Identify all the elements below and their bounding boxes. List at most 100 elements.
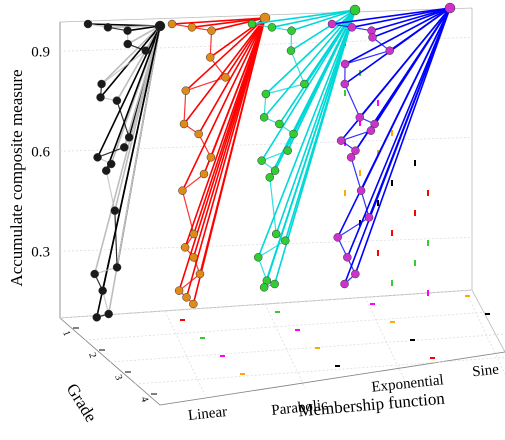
- z-tick-label: 1: [60, 329, 72, 337]
- data-point: [290, 130, 298, 138]
- data-point: [260, 113, 268, 121]
- data-point: [104, 23, 112, 31]
- z-axis-label: Grade: [63, 380, 101, 425]
- grid-line-floor: [265, 304, 305, 388]
- data-point: [356, 113, 364, 121]
- data-point: [196, 270, 204, 278]
- data-point: [337, 137, 345, 145]
- data-point: [120, 143, 128, 151]
- data-point: [155, 21, 165, 31]
- z-tick-label: 3: [112, 373, 124, 381]
- series-parabolic: [168, 13, 270, 308]
- data-point: [124, 27, 132, 35]
- series-line: [186, 77, 226, 90]
- data-point: [178, 187, 186, 195]
- z-tick-label: 4: [138, 395, 150, 403]
- data-point: [271, 167, 279, 175]
- data-point: [350, 5, 360, 15]
- data-point: [328, 20, 336, 28]
- data-point: [260, 283, 268, 291]
- data-point: [365, 213, 373, 221]
- series-sine: [328, 3, 455, 288]
- series-line: [345, 84, 360, 117]
- data-point: [386, 47, 394, 55]
- data-point: [195, 130, 203, 138]
- x-tick-label: Sine: [471, 362, 500, 381]
- data-point: [190, 230, 198, 238]
- data-point: [142, 47, 150, 55]
- series-line: [179, 18, 265, 291]
- data-point: [334, 233, 342, 241]
- data-point: [208, 27, 216, 35]
- x-tick-label: Linear: [187, 404, 228, 424]
- data-point: [99, 287, 107, 295]
- series-line: [106, 171, 115, 211]
- data-point: [102, 167, 110, 175]
- data-point: [341, 60, 349, 68]
- series-line: [102, 51, 146, 84]
- y-tick-label: 0.6: [31, 144, 50, 160]
- data-point: [300, 80, 308, 88]
- grid-line-y: [60, 37, 472, 51]
- data-point: [180, 120, 188, 128]
- series-line: [182, 191, 193, 234]
- data-point: [248, 20, 256, 28]
- chart-projections: [180, 40, 505, 374]
- data-point: [107, 160, 115, 168]
- data-point: [275, 120, 283, 128]
- data-point: [94, 153, 102, 161]
- data-point: [206, 53, 214, 61]
- data-point: [341, 280, 349, 288]
- data-point: [221, 73, 229, 81]
- data-point: [124, 40, 132, 48]
- data-point: [288, 27, 296, 35]
- data-point: [190, 253, 198, 261]
- data-point: [262, 90, 270, 98]
- series-line: [184, 91, 186, 124]
- data-point: [183, 293, 191, 301]
- series-line: [193, 18, 265, 304]
- data-point: [445, 3, 455, 13]
- data-point: [182, 87, 190, 95]
- data-point: [113, 97, 121, 105]
- series-linear: [84, 20, 165, 321]
- series-line: [345, 8, 450, 284]
- data-point: [268, 23, 276, 31]
- data-point: [341, 80, 349, 88]
- grid-line-floor: [85, 312, 489, 340]
- series-line: [338, 8, 450, 237]
- data-point: [207, 153, 215, 161]
- data-point: [271, 280, 279, 288]
- data-point: [113, 263, 121, 271]
- data-point: [266, 173, 274, 181]
- series-line: [184, 18, 265, 124]
- data-point: [367, 127, 375, 135]
- data-point: [357, 187, 365, 195]
- y-tick-label: 0.9: [31, 44, 50, 60]
- y-tick-label: 0.3: [31, 244, 50, 260]
- data-point: [175, 287, 183, 295]
- series-line: [115, 211, 117, 268]
- data-point: [168, 20, 176, 28]
- data-point: [254, 253, 262, 261]
- series-line: [345, 8, 450, 64]
- data-point: [347, 153, 355, 161]
- data-point: [200, 170, 208, 178]
- y-axis-label: Accumulate composite measure: [7, 69, 26, 286]
- data-point: [181, 243, 189, 251]
- z-tick-label: 2: [86, 351, 98, 359]
- data-point: [91, 270, 99, 278]
- data-point: [284, 147, 292, 155]
- data-point: [188, 23, 196, 31]
- grid-line-floor: [110, 334, 505, 362]
- data-point: [281, 237, 289, 245]
- chart-series: [84, 3, 455, 321]
- data-point: [368, 33, 376, 41]
- data-point: [93, 313, 101, 321]
- series-line: [204, 18, 265, 174]
- data-point: [272, 230, 280, 238]
- data-point: [125, 133, 133, 141]
- data-point: [351, 270, 359, 278]
